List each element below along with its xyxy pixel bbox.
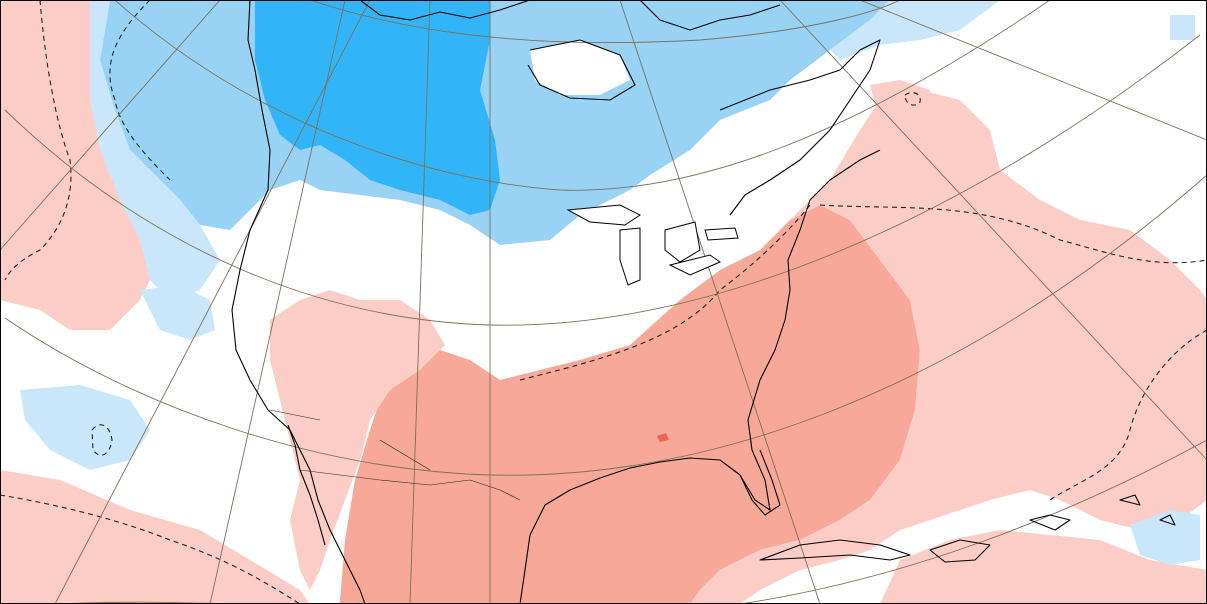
- dashed-contour: [0, 494, 301, 604]
- pacific-cold-patch-2: [140, 285, 215, 340]
- hudson-coastline: [527, 39, 636, 101]
- meridian-line: [0, 0, 221, 251]
- coastlines: [231, 0, 1176, 604]
- gulf-warm-spot: [657, 433, 669, 442]
- meridian-line: [619, 0, 821, 604]
- hudson-bay: [530, 40, 630, 95]
- southern-us-warm: [340, 205, 920, 604]
- pacific-warm-south: [0, 470, 310, 604]
- dashed-contour: [904, 92, 921, 106]
- atlantic-cold-patch: [1130, 510, 1200, 565]
- dashed-contour: [4, 0, 72, 281]
- atlantic-warm: [690, 90, 1207, 604]
- parallel-line: [4, 174, 1207, 476]
- great-lake: [619, 227, 641, 286]
- canada-cold-band: [100, 0, 890, 245]
- meridian-line: [209, 0, 346, 604]
- dashed-contour: [91, 424, 113, 456]
- us-mexico-border: [299, 469, 521, 501]
- dashed-contour: [109, 0, 171, 181]
- dashed-contour: [819, 204, 1207, 264]
- parallel-line: [4, 34, 1201, 326]
- baja-coastline: [287, 424, 326, 546]
- pacific-warm-region: [0, 0, 160, 330]
- arctic-cold-patch: [1170, 15, 1195, 40]
- great-lake: [664, 221, 701, 263]
- great-lake: [704, 227, 739, 241]
- meridian-line: [54, 0, 371, 604]
- meridian-line: [779, 0, 1207, 461]
- meridian-line: [859, 0, 1207, 141]
- atlantic-warm-north: [870, 80, 930, 115]
- meridian-line: [409, 0, 431, 604]
- canada-cold-fringe-east: [830, 0, 1000, 60]
- pacific-cold-patch-1: [20, 385, 150, 470]
- cuba-coastline: [759, 539, 911, 561]
- dashed-contour: [519, 204, 811, 381]
- canada-cold-fringe: [90, 0, 220, 300]
- dashed-contour: [1049, 329, 1207, 501]
- west-coastline: [231, 0, 366, 604]
- western-us-warm: [270, 290, 445, 590]
- state-border: [269, 409, 431, 471]
- hispaniola-coastline: [929, 539, 991, 563]
- quebec-coastline: [719, 39, 881, 216]
- parallel-line: [309, 0, 901, 44]
- arctic-coastline: [359, 0, 531, 21]
- parallel-line: [114, 0, 1051, 191]
- florida-coastline: [739, 449, 781, 516]
- great-lake: [668, 254, 722, 276]
- gulf-east-coastline: [519, 149, 881, 604]
- great-lake: [566, 204, 641, 226]
- canada-cold-core: [255, 0, 500, 215]
- arctic-coastline: [639, 0, 781, 31]
- caribbean-islands: [1029, 494, 1176, 531]
